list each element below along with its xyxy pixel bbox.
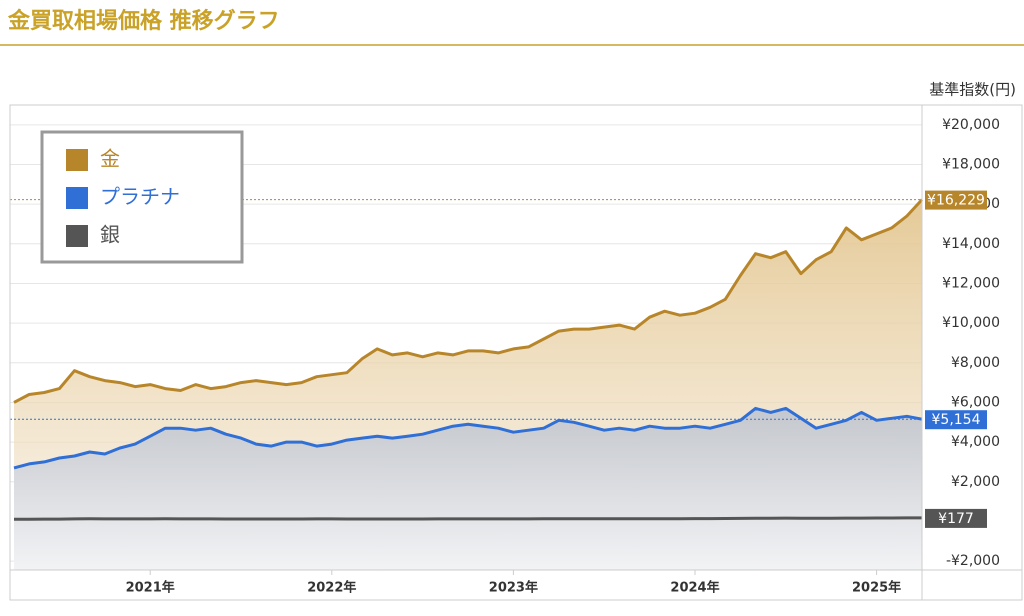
value-badge (925, 190, 987, 210)
y-tick-label: ¥20,000 (942, 117, 1000, 133)
y-axis-title: 基準指数(円) (929, 81, 1016, 99)
line (14, 516, 922, 521)
y-tick-label: ¥12,000 (942, 275, 1000, 291)
y-tick-label: -¥2,000 (946, 553, 1000, 569)
legend-swatch (66, 187, 88, 209)
y-tick-label: ¥10,000 (942, 315, 1000, 331)
area (14, 408, 922, 570)
y-tick-label: ¥6,000 (951, 394, 1000, 410)
y-tick-label: ¥14,000 (942, 236, 1000, 252)
x-tick-label: 2023年 (489, 580, 538, 596)
plot (10, 124, 924, 570)
value-label: ¥16,229 (927, 193, 985, 209)
legend-swatch (66, 225, 88, 247)
y-tick-label: ¥8,000 (951, 355, 1000, 371)
y-tick-label: ¥18,000 (942, 156, 1000, 172)
y-tick-label: ¥2,000 (951, 474, 1000, 490)
value-label: ¥5,154 (932, 412, 981, 428)
frame (9, 104, 1023, 601)
x-tick-label: 2021年 (126, 580, 175, 596)
x-tick-label: 2024年 (670, 580, 719, 596)
line (13, 406, 923, 470)
legend-swatch (66, 149, 88, 171)
legend-label: プラチナ (100, 185, 180, 209)
x-tick-label: 2022年 (307, 580, 356, 596)
x-tick-label: 2025年 (852, 580, 901, 596)
legend-label: 銀 (100, 223, 120, 247)
value-label: ¥177 (938, 511, 974, 527)
y-tick-label: ¥4,000 (951, 434, 1000, 450)
line (13, 198, 924, 404)
value-badge (925, 410, 987, 430)
legend-label: 金 (100, 147, 120, 171)
chart-title: 金買取相場価格 推移グラフ (7, 8, 280, 34)
value-badge (925, 508, 987, 528)
